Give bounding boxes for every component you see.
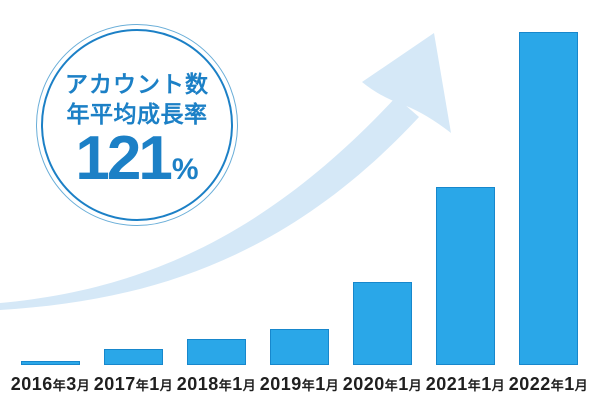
bar-2017年1月 [104,349,163,365]
badge-title-line1: アカウント数 [65,71,209,97]
badge-percent-sign: % [171,153,199,186]
badge-growth-value: 121% [43,128,231,190]
growth-rate-badge: アカウント数 年平均成長率 121% [36,24,238,226]
x-axis-label-2017年1月: 2017年1月 [93,374,174,394]
x-axis-label-2022年1月: 2022年1月 [508,374,589,394]
bar-2016年3月 [21,361,80,365]
arrow-shaft [0,97,419,310]
arrow-head [362,33,451,133]
x-axis-label-2021年1月: 2021年1月 [425,374,506,394]
x-axis-label-2016年3月: 2016年3月 [10,374,91,394]
x-axis-label-2018年1月: 2018年1月 [176,374,257,394]
bar-2021年1月 [436,187,495,365]
bar-2020年1月 [353,282,412,365]
badge-title-line2: 年平均成長率 [66,101,208,127]
bar-2019年1月 [270,329,329,365]
bar-2018年1月 [187,339,246,365]
badge-inner-ring: アカウント数 年平均成長率 121% [41,29,233,221]
x-axis-label-2020年1月: 2020年1月 [342,374,423,394]
bar-2022年1月 [519,32,578,365]
badge-value-number: 121 [75,124,172,193]
x-axis-label-2019年1月: 2019年1月 [259,374,340,394]
